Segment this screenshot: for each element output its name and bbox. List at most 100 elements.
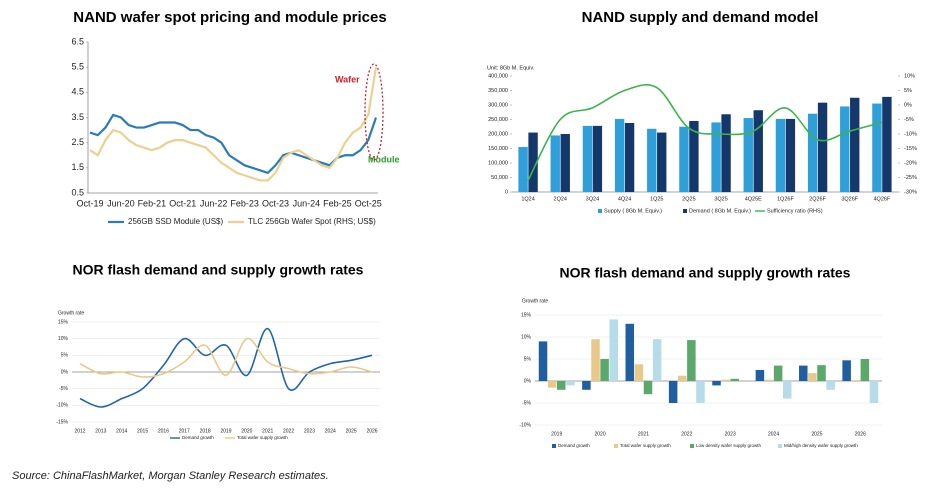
- bar: [696, 381, 705, 403]
- bar: [721, 114, 731, 192]
- legend-swatch: [778, 444, 782, 448]
- y-tick-label: 350,000: [488, 88, 508, 94]
- x-tick-label: 2013: [95, 428, 106, 434]
- x-tick-label: 3Q25: [714, 196, 727, 202]
- bar: [538, 341, 548, 381]
- bar: [657, 132, 667, 192]
- y-tick-label: 0%: [524, 378, 532, 384]
- bar: [753, 110, 763, 192]
- x-tick-label: 1Q25: [650, 196, 663, 202]
- y-tick-label: -10%: [519, 422, 531, 428]
- y2-tick-label: -10%: [904, 131, 917, 137]
- bar: [711, 122, 721, 192]
- legend-swatch: [598, 209, 602, 213]
- y-tick-label: 400,000: [488, 73, 508, 79]
- line-series: [527, 84, 883, 181]
- x-tick-label: 3Q26F: [841, 196, 858, 202]
- y-tick-label: 4.5: [71, 87, 84, 97]
- x-tick-label: Oct-21: [169, 198, 196, 208]
- x-tick-label: Feb-23: [230, 198, 259, 208]
- x-tick-label: 2016: [158, 428, 169, 434]
- annotation: Module: [368, 154, 400, 164]
- legend-swatch: [614, 444, 618, 448]
- x-tick-label: 2022: [681, 431, 692, 437]
- y-tick-label: 0.5: [71, 187, 84, 197]
- y-tick-label: 250,000: [488, 117, 508, 123]
- bar: [882, 96, 892, 192]
- x-tick-label: 1Q26F: [777, 196, 794, 202]
- legend-label: TLC 256Gb Wafer Spot (RHS; US$): [248, 217, 376, 226]
- x-tick-label: 2014: [116, 428, 127, 434]
- bar: [678, 375, 687, 381]
- x-tick-label: 2Q25: [682, 196, 695, 202]
- bar: [807, 113, 818, 192]
- y2-tick-label: -30%: [904, 189, 917, 195]
- line-series: [89, 66, 378, 182]
- x-tick-label: 2019: [220, 428, 231, 434]
- y2-tick-label: 10%: [904, 73, 915, 79]
- x-tick-label: 2026: [366, 428, 377, 434]
- y-tick-label: 300,000: [488, 102, 508, 108]
- x-tick-label: 2Q24: [554, 196, 567, 202]
- bar: [840, 106, 850, 192]
- bar: [721, 379, 730, 381]
- bar: [560, 134, 570, 192]
- bar: [518, 147, 528, 192]
- chart-title: NAND supply and demand model: [582, 9, 819, 26]
- bar: [785, 118, 796, 192]
- y2-tick-label: 0%: [904, 102, 912, 108]
- bar: [679, 126, 689, 192]
- y-tick-label: -10%: [56, 403, 68, 409]
- x-tick-label: Oct-19: [76, 198, 103, 208]
- bar: [775, 118, 786, 192]
- x-tick-label: 2025: [346, 428, 357, 434]
- x-tick-label: 4Q24: [618, 196, 631, 202]
- chart-title: NOR flash demand and supply growth rates: [73, 262, 364, 278]
- y-tick-label: -5%: [522, 400, 531, 406]
- x-tick-label: Feb-25: [323, 198, 352, 208]
- y-tick-label: 3.5: [71, 112, 84, 122]
- y-tick-label: -15%: [56, 419, 68, 425]
- y-tick-label: 15%: [58, 319, 69, 325]
- x-tick-label: 2021: [262, 428, 273, 434]
- x-tick-label: 2020: [595, 431, 606, 437]
- bar: [592, 125, 603, 192]
- x-tick-label: 2021: [638, 431, 649, 437]
- legend-label: Mid/high density wafer supply growth: [784, 443, 858, 448]
- y2-tick-label: -15%: [904, 146, 917, 152]
- x-tick-label: Jun-22: [200, 198, 228, 208]
- bar: [850, 97, 860, 192]
- x-tick-label: 2025: [811, 431, 822, 437]
- x-tick-label: 2017: [179, 428, 190, 434]
- y-tick-label: 1.5: [71, 162, 84, 172]
- bar: [872, 103, 882, 192]
- x-tick-label: Feb-21: [138, 198, 167, 208]
- bar: [782, 381, 792, 399]
- x-tick-label: 2024: [768, 431, 779, 437]
- legend-label: Total wafer supply growth: [237, 435, 288, 440]
- bar: [647, 128, 657, 192]
- x-tick-label: 4Q26F: [874, 196, 891, 202]
- bar: [624, 122, 635, 192]
- x-tick-label: 4Q25E: [745, 196, 762, 202]
- x-tick-label: Oct-23: [262, 198, 289, 208]
- source-note: Source: ChinaFlashMarket, Morgan Stanley…: [12, 470, 329, 482]
- bar: [817, 102, 828, 192]
- y-tick-label: 150,000: [488, 146, 508, 152]
- x-tick-label: 2024: [325, 428, 336, 434]
- bar: [634, 364, 644, 381]
- x-tick-label: 2023: [725, 431, 736, 437]
- y-tick-label: 5%: [61, 353, 69, 359]
- legend-label: 256GB SSD Module (US$): [128, 217, 223, 226]
- y-tick-label: 5.5: [71, 62, 84, 72]
- x-tick-label: 2023: [304, 428, 315, 434]
- bar: [625, 323, 635, 381]
- x-tick-label: 2022: [283, 428, 294, 434]
- y-tick-label: 50,000: [491, 175, 508, 181]
- legend-swatch: [683, 209, 687, 213]
- legend-label: Sufficiency ratio (RHS): [767, 208, 823, 214]
- x-tick-label: Jun-20: [107, 198, 135, 208]
- bar: [689, 120, 699, 192]
- y-tick-label: 5%: [524, 356, 532, 362]
